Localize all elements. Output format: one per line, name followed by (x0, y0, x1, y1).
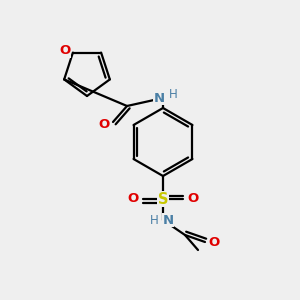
Text: O: O (128, 193, 139, 206)
Text: H: H (150, 214, 158, 226)
Text: O: O (208, 236, 220, 248)
Text: O: O (98, 118, 110, 131)
Text: H: H (169, 88, 177, 101)
Text: S: S (158, 191, 168, 206)
Text: O: O (188, 193, 199, 206)
Text: O: O (59, 44, 70, 57)
Text: N: N (153, 92, 165, 104)
Text: N: N (162, 214, 174, 226)
